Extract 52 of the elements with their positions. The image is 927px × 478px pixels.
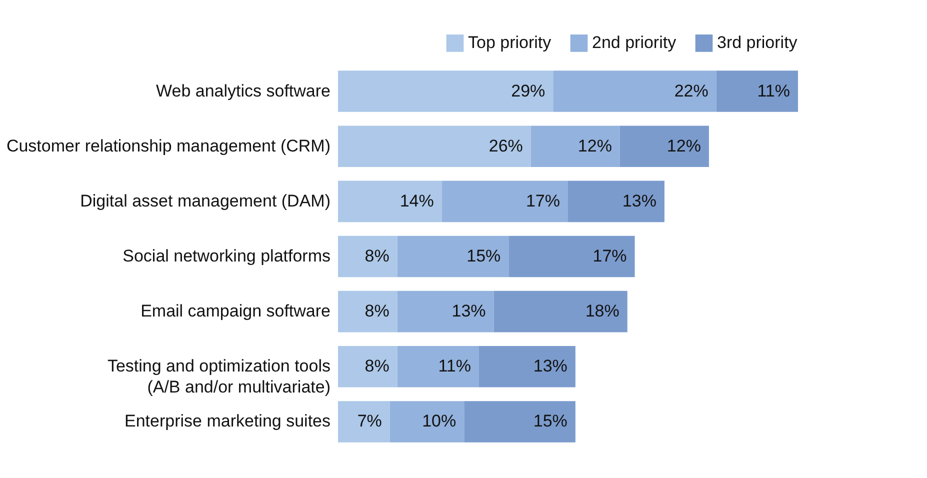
- data-label: 13%: [533, 356, 568, 376]
- data-label: 29%: [511, 81, 546, 100]
- data-label: 13%: [622, 191, 656, 210]
- data-label: 11%: [438, 356, 471, 376]
- data-label: 12%: [666, 136, 701, 156]
- data-label: 15%: [533, 412, 568, 431]
- data-label: 13%: [452, 302, 486, 321]
- data-label: 7%: [357, 412, 382, 431]
- bar: [494, 290, 628, 332]
- legend-label: 2nd priority: [592, 33, 677, 52]
- data-label: 17%: [526, 191, 560, 210]
- bar: [338, 126, 531, 167]
- bar: [464, 401, 576, 442]
- data-label: 18%: [585, 302, 620, 321]
- bar: [338, 180, 442, 222]
- y-tick-label: Testing and optimization tools (A/B and/or multivariate): [107, 356, 330, 397]
- bar: [338, 401, 390, 442]
- data-label: 8%: [364, 302, 390, 321]
- legend-label: 3rd priority: [717, 33, 798, 52]
- data-label: 12%: [578, 136, 612, 156]
- y-tick-label: Digital asset management (DAM): [80, 191, 330, 210]
- data-label: 8%: [364, 356, 390, 376]
- bar: [716, 70, 798, 112]
- y-tick-label: Email campaign software: [140, 302, 330, 321]
- data-label: 10%: [422, 412, 456, 431]
- data-label: 14%: [400, 191, 434, 210]
- bar: [508, 236, 635, 278]
- bar: [478, 346, 576, 388]
- bar: [338, 236, 398, 278]
- bar: [338, 346, 398, 388]
- bar: [397, 346, 479, 388]
- y-tick-label: Web analytics software: [156, 81, 330, 100]
- bar: [620, 126, 709, 167]
- data-label: 22%: [674, 81, 708, 100]
- bar: [338, 290, 398, 332]
- bar: [338, 70, 554, 112]
- bar: [397, 236, 509, 278]
- bar: [568, 180, 664, 222]
- data-label: 15%: [466, 246, 501, 266]
- bar: [553, 70, 716, 112]
- data-label: 26%: [488, 136, 523, 156]
- bar: [442, 180, 568, 222]
- bar: [390, 401, 464, 442]
- y-tick-label: Enterprise marketing suites: [124, 412, 330, 431]
- y-tick-label: Social networking platforms: [122, 246, 330, 266]
- data-label: 8%: [364, 246, 390, 266]
- data-label: 17%: [592, 246, 627, 266]
- data-label: 11%: [757, 81, 790, 100]
- y-tick-label: Customer relationship management (CRM): [6, 136, 330, 156]
- bar: [397, 290, 494, 332]
- legend-label: Top priority: [468, 33, 552, 52]
- bar: [530, 126, 620, 167]
